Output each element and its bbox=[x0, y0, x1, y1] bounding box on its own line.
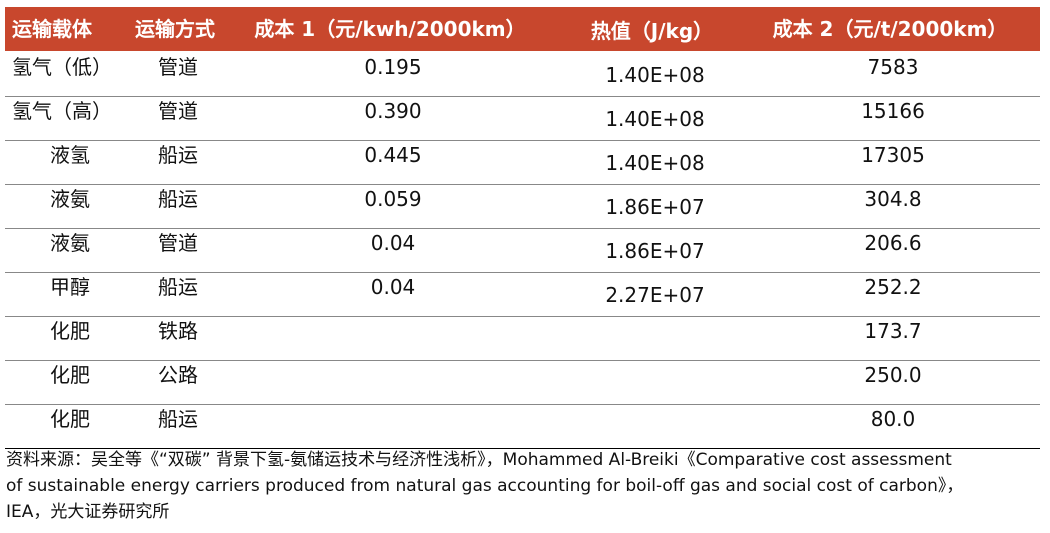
cell-heat: 1.40E+08 bbox=[605, 107, 705, 131]
row-rule bbox=[5, 360, 1040, 361]
cell-cost2: 304.8 bbox=[864, 187, 922, 211]
row-rule bbox=[5, 140, 1040, 141]
header-cell: 运输方式 bbox=[135, 17, 215, 41]
cell-cost1: 0.059 bbox=[364, 187, 422, 211]
header-cell: 成本 1（元/kwh/2000km） bbox=[254, 17, 526, 41]
row-rule bbox=[5, 272, 1040, 273]
header-bar bbox=[5, 7, 1040, 51]
cell-mode: 船运 bbox=[158, 275, 198, 299]
header-cell: 运输载体 bbox=[12, 17, 92, 41]
cell-carrier: 氢气（高） bbox=[12, 99, 112, 123]
header-cell: 热值（J/kg） bbox=[590, 19, 714, 43]
cell-mode: 管道 bbox=[158, 231, 198, 255]
cell-cost1: 0.445 bbox=[364, 143, 422, 167]
cell-cost2: 250.0 bbox=[864, 363, 922, 387]
cell-carrier: 化肥 bbox=[50, 319, 90, 343]
cell-cost2: 173.7 bbox=[864, 319, 922, 343]
header-cell: 成本 2（元/t/2000km） bbox=[772, 17, 1008, 41]
cell-cost1: 0.195 bbox=[364, 55, 422, 79]
cell-cost2: 7583 bbox=[867, 55, 919, 79]
row-rule bbox=[5, 96, 1040, 97]
cell-heat: 1.40E+08 bbox=[605, 63, 705, 87]
cell-carrier: 液氨 bbox=[50, 231, 90, 255]
cell-mode: 船运 bbox=[158, 407, 198, 431]
cell-mode: 船运 bbox=[158, 187, 198, 211]
cell-cost2: 206.6 bbox=[864, 231, 922, 255]
cell-cost2: 80.0 bbox=[870, 407, 916, 431]
cell-mode: 管道 bbox=[158, 99, 198, 123]
table-bottom-rule bbox=[5, 448, 1040, 449]
footnote: of sustainable energy carriers produced … bbox=[6, 476, 964, 496]
row-rule bbox=[5, 316, 1040, 317]
row-rule bbox=[5, 184, 1040, 185]
cell-heat: 1.86E+07 bbox=[605, 195, 705, 219]
cell-carrier: 氢气（低） bbox=[12, 55, 112, 79]
cell-cost2: 252.2 bbox=[864, 275, 922, 299]
cell-carrier: 液氨 bbox=[50, 187, 90, 211]
cell-heat: 2.27E+07 bbox=[605, 283, 705, 307]
cell-carrier: 化肥 bbox=[50, 363, 90, 387]
footnote: 资料来源：吴全等《“双碳” 背景下氢-氨储运技术与经济性浅析》，Mohammed… bbox=[6, 450, 952, 470]
cell-cost1: 0.390 bbox=[364, 99, 422, 123]
row-rule bbox=[5, 404, 1040, 405]
cell-carrier: 化肥 bbox=[50, 407, 90, 431]
cell-mode: 船运 bbox=[158, 143, 198, 167]
footnote: IEA，光大证券研究所 bbox=[6, 502, 170, 522]
cell-carrier: 甲醇 bbox=[50, 275, 90, 299]
cell-mode: 管道 bbox=[158, 55, 198, 79]
cell-heat: 1.40E+08 bbox=[605, 151, 705, 175]
cell-cost1: 0.04 bbox=[370, 275, 416, 299]
cell-heat: 1.86E+07 bbox=[605, 239, 705, 263]
cell-mode: 公路 bbox=[158, 363, 198, 387]
cell-mode: 铁路 bbox=[158, 319, 198, 343]
cell-carrier: 液氢 bbox=[50, 143, 90, 167]
cell-cost2: 17305 bbox=[861, 143, 925, 167]
cell-cost1: 0.04 bbox=[370, 231, 416, 255]
row-rule bbox=[5, 228, 1040, 229]
cell-cost2: 15166 bbox=[861, 99, 925, 123]
